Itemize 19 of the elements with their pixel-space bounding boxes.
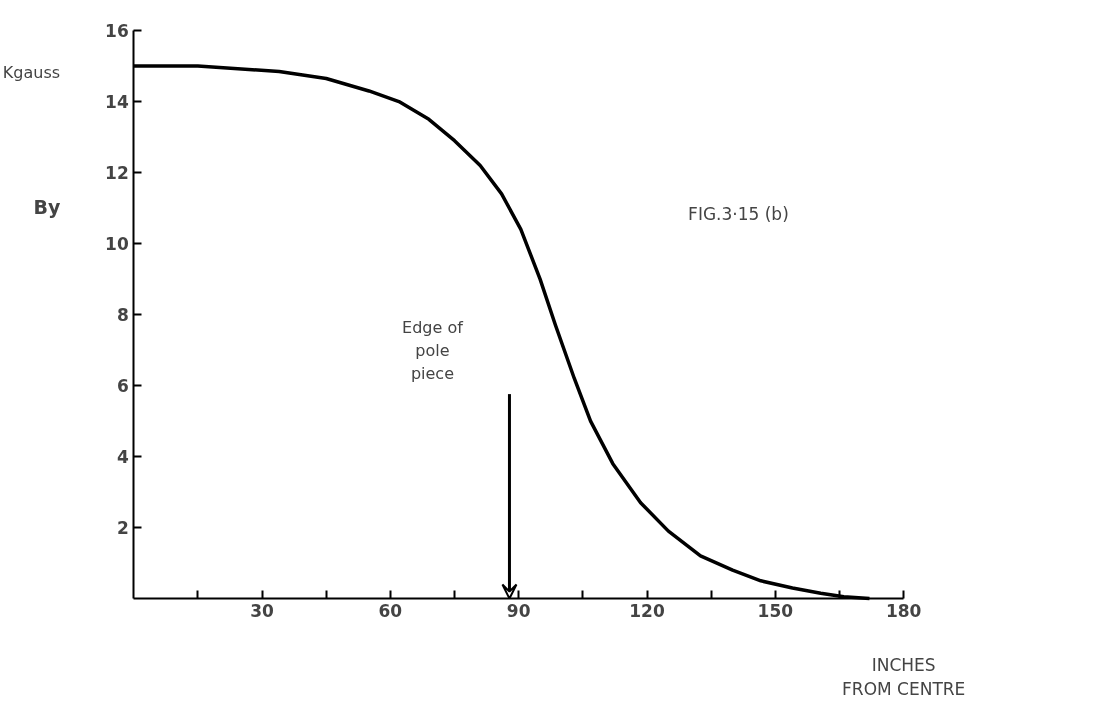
y-tick-label: 2 — [116, 518, 129, 539]
y-tick-label: 8 — [116, 305, 129, 326]
x-axis-title: INCHES FROM CENTRE — [842, 655, 966, 700]
text: Kgauss — [2, 62, 61, 82]
x-tick-label: 90 — [506, 600, 531, 621]
x-tick-label: 60 — [378, 600, 403, 621]
x-tick-label: 120 — [629, 600, 665, 621]
annotation: FIG.3·15 (b) — [688, 203, 789, 224]
y-axis-title: By — [33, 196, 62, 219]
y-tick-label: 10 — [105, 234, 129, 255]
y-tick-label: 12 — [105, 163, 129, 184]
x-tick-label: 150 — [757, 600, 794, 621]
annotation: Edge of pole piece — [402, 318, 464, 383]
y-tick-label: 4 — [116, 447, 129, 468]
x-tick-label: 180 — [885, 600, 922, 621]
y-tick-label: 14 — [105, 92, 129, 113]
y-tick-label: 6 — [116, 376, 129, 397]
y-tick-label: 16 — [105, 21, 129, 42]
x-tick-label: 30 — [250, 600, 275, 621]
